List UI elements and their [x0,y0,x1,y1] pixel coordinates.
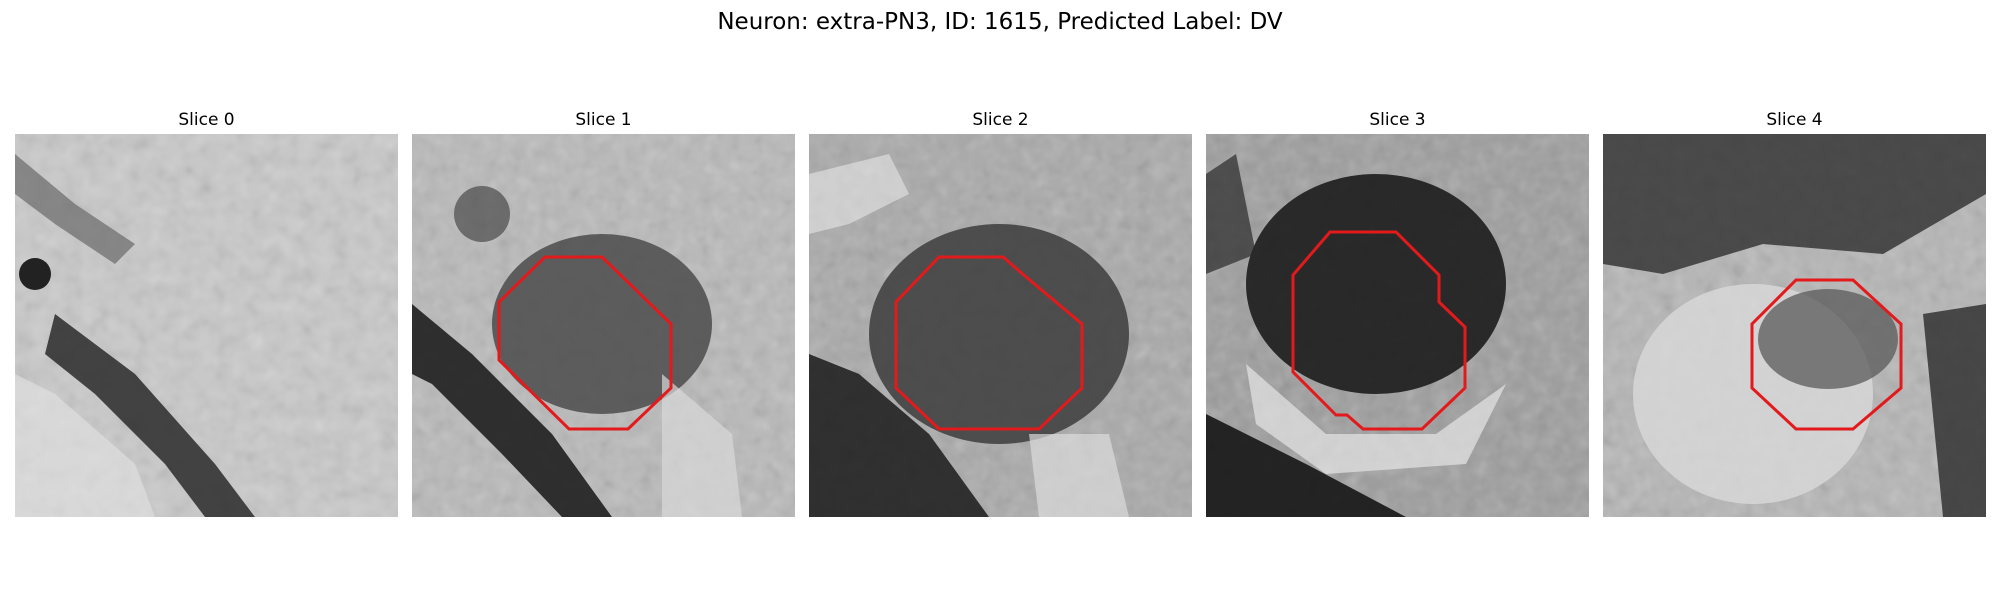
slice-panel-4: Slice 4 [1603,110,1986,517]
slice-image [1603,134,1986,517]
slice-title: Slice 3 [1369,110,1426,130]
slice-title: Slice 2 [972,110,1029,130]
slice-title: Slice 4 [1766,110,1823,130]
slice-panel-0: Slice 0 [15,110,398,517]
roi-contour [894,255,1084,431]
figure-title: Neuron: extra-PN3, ID: 1615, Predicted L… [717,9,1283,35]
slice-image [1206,134,1589,517]
slice-panel-2: Slice 2 [809,110,1192,517]
slice-panel-3: Slice 3 [1206,110,1589,517]
roi-contour [497,255,673,431]
slice-panel-1: Slice 1 [412,110,795,517]
slice-image [15,134,398,517]
slice-title: Slice 0 [178,110,235,130]
slice-image [412,134,795,517]
slice-image [809,134,1192,517]
roi-contour [1750,278,1903,431]
slice-title: Slice 1 [575,110,632,130]
roi-contour [1291,230,1467,431]
